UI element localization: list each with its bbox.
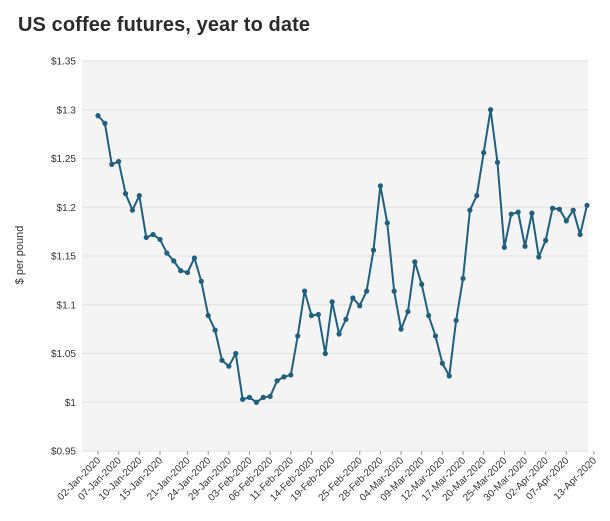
- data-point: [529, 210, 535, 216]
- data-point: [116, 158, 122, 165]
- data-point: [536, 254, 542, 260]
- data-point: [508, 211, 514, 217]
- data-point: [412, 259, 418, 265]
- data-point: [577, 231, 583, 238]
- data-point: [240, 396, 246, 402]
- data-point: [288, 372, 294, 378]
- data-point: [377, 183, 383, 189]
- data-point: [233, 350, 239, 357]
- data-point: [494, 159, 501, 165]
- y-tick-label: $1: [65, 398, 77, 409]
- data-point: [246, 394, 253, 400]
- data-point: [350, 295, 356, 301]
- data-point: [357, 303, 363, 309]
- y-tick-label: $1.1: [57, 300, 77, 311]
- data-point: [343, 316, 349, 322]
- y-tick-label: $1.2: [57, 203, 77, 214]
- y-tick-label: $1.15: [51, 252, 76, 263]
- data-point: [398, 326, 404, 332]
- data-point: [205, 312, 211, 319]
- data-point: [219, 357, 225, 363]
- data-point: [329, 299, 335, 305]
- data-point: [370, 247, 377, 253]
- data-point: [164, 250, 170, 256]
- data-point: [281, 374, 287, 380]
- data-point: [302, 288, 308, 294]
- data-point: [543, 237, 549, 243]
- y-tick-label: $1.05: [51, 349, 76, 360]
- data-point: [439, 360, 445, 366]
- data-point: [570, 207, 576, 213]
- y-tick-label: $0.95: [51, 447, 76, 458]
- data-point: [419, 281, 425, 287]
- data-point: [122, 191, 129, 197]
- data-point: [474, 192, 480, 199]
- y-tick-label: $1.3: [57, 105, 77, 116]
- x-axis-ticks: 02-Jan-202007-Jan-202010-Jan-202015-Jan-…: [56, 451, 599, 504]
- data-point: [178, 268, 184, 274]
- data-point: [136, 192, 142, 199]
- data-point: [308, 312, 315, 319]
- data-point: [425, 312, 432, 319]
- data-point: [432, 333, 439, 339]
- data-point: [515, 209, 521, 215]
- grid-lines: [82, 60, 588, 452]
- data-point: [487, 107, 494, 113]
- data-point: [129, 207, 136, 213]
- data-point: [460, 275, 466, 282]
- data-point: [481, 150, 487, 156]
- data-point: [198, 278, 204, 284]
- data-point: [109, 161, 115, 167]
- y-axis-ticks: $0.95 $1 $1.05 $1.1 $1.15 $1.2 $1.25 $1.3 $1.35: [51, 57, 76, 458]
- data-point: [212, 327, 218, 333]
- data-point: [549, 205, 556, 211]
- data-point: [556, 206, 563, 212]
- data-point: [143, 234, 149, 241]
- data-point: [102, 120, 108, 126]
- data-point: [253, 399, 260, 405]
- data-point: [405, 308, 411, 315]
- chart-title: US coffee futures, year to date: [18, 14, 311, 36]
- data-point: [157, 236, 163, 243]
- data-point: [584, 202, 590, 208]
- data-point: [453, 317, 459, 323]
- data-point: [191, 255, 198, 261]
- data-point: [171, 258, 177, 264]
- data-point: [384, 220, 390, 226]
- data-point: [267, 393, 273, 399]
- data-point: [150, 231, 156, 238]
- data-point: [226, 363, 232, 369]
- data-points: [95, 107, 590, 405]
- data-point: [260, 394, 266, 400]
- data-point: [184, 269, 191, 276]
- data-point: [322, 350, 328, 357]
- data-point: [563, 218, 569, 224]
- y-tick-label: $1.35: [51, 57, 76, 68]
- data-point: [336, 331, 342, 337]
- data-point: [95, 113, 101, 119]
- data-point: [364, 288, 370, 294]
- data-point: [315, 311, 321, 318]
- data-point: [522, 243, 528, 249]
- data-point: [274, 378, 280, 384]
- data-point: [467, 207, 473, 213]
- data-point: [501, 244, 507, 250]
- data-point: [446, 373, 452, 379]
- y-tick-label: $1.25: [51, 154, 76, 165]
- data-point: [295, 333, 301, 339]
- data-point: [391, 288, 397, 294]
